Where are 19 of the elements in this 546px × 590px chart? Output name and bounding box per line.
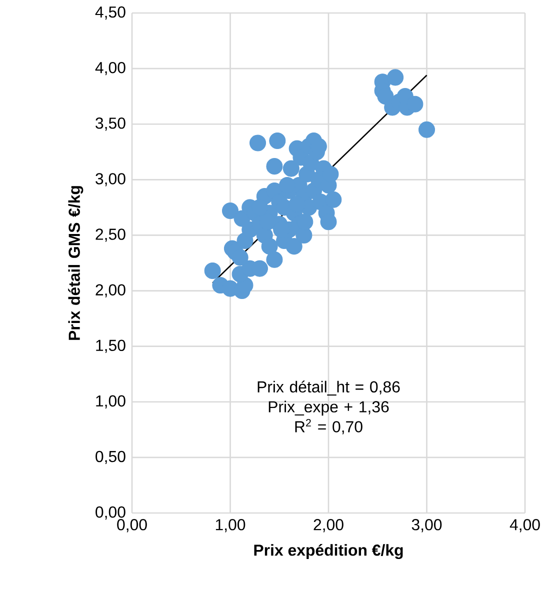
x-tick-label: 2,00 xyxy=(314,519,344,532)
y-tick-label: 2,50 xyxy=(96,228,126,242)
y-tick-label: 0,50 xyxy=(96,450,126,464)
y-tick-label: 4,00 xyxy=(95,62,126,76)
x-tick-label: 0,00 xyxy=(117,519,147,532)
x-tick-label: 4,00 xyxy=(510,519,540,532)
x-axis-title: Prix expédition €/kg xyxy=(254,544,403,560)
y-tick-label: 1,50 xyxy=(96,340,126,353)
annotation: R$^{2}$ = 0,70 xyxy=(295,419,362,434)
y-axis-title: Prix détail GMS €/kg xyxy=(68,186,84,340)
y-tick-label: 3,00 xyxy=(96,173,126,186)
annotation: Prix détail_ht = 0,86 Prix_expe + 1,36 xyxy=(258,380,400,416)
y-tick-label: 1,00 xyxy=(96,395,126,408)
x-tick-label: 1,00 xyxy=(216,519,246,532)
y-tick-label: 2,00 xyxy=(96,284,126,298)
y-tick-label: 3,50 xyxy=(96,118,126,131)
y-tick-label: 4,50 xyxy=(95,6,126,20)
y-tick-label: 0,00 xyxy=(96,506,126,520)
x-tick-label: 3,00 xyxy=(412,519,442,532)
